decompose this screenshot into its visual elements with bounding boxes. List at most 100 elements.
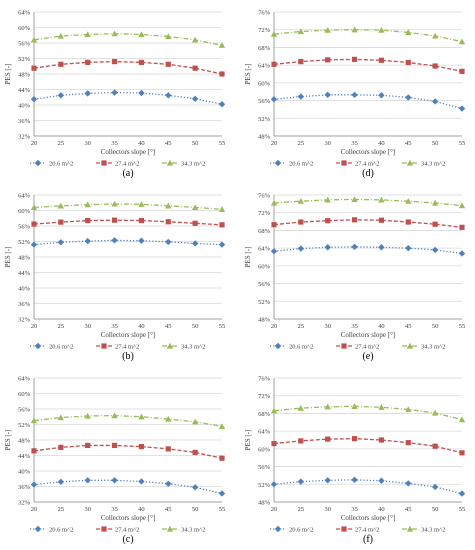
x-tick-label: 20 [31,140,38,147]
data-point [297,28,305,35]
data-point [138,217,145,224]
data-point [138,237,145,244]
data-point [58,61,64,67]
y-tick-label: 48% [258,134,271,141]
data-point [30,241,38,248]
x-tick-label: 30 [324,140,331,147]
data-point [218,101,226,108]
panel-label: (a) [122,168,133,179]
data-point [111,30,118,37]
series-line [33,219,223,226]
series-line [33,479,223,495]
x-tick-label: 55 [219,140,226,147]
y-axis-title: PES [-] [4,64,12,85]
x-tick-label: 55 [219,506,226,513]
x-tick-label: 20 [31,506,38,513]
legend-marker [101,343,107,349]
data-point [31,221,37,227]
y-tick-label: 52% [258,116,271,123]
x-tick-label: 40 [378,506,385,513]
data-point [84,201,91,208]
data-point [165,92,172,99]
data-point [85,59,91,65]
panel-label: (b) [122,351,134,362]
legend-item-0: 20.6 m^2 [270,525,313,534]
data-point [324,403,331,410]
y-tick-label: 40% [18,103,31,110]
data-point [30,95,38,103]
data-point [219,222,225,228]
x-axis-title: Collectors slope [°] [101,148,156,156]
x-tick-label: 35 [351,323,358,330]
legend-item-1: 27.4 m^2 [336,160,379,168]
data-point [459,224,465,230]
series-2 [30,200,226,212]
data-point [351,476,358,484]
data-point [405,219,411,225]
data-point [57,239,65,246]
x-tick-label: 25 [298,323,305,330]
x-tick-label: 35 [111,506,118,513]
y-tick-label: 56% [258,281,271,288]
data-point [324,477,331,484]
data-point [325,436,331,442]
data-point [431,32,439,39]
data-point [111,217,118,223]
y-tick-label: 40% [18,469,31,476]
legend-item-0: 20.6 m^2 [270,159,313,168]
series-line [33,33,223,46]
y-tick-label: 76% [258,376,271,383]
legend-item-2: 34.3 m^2 [402,342,445,351]
data-point [165,202,172,209]
legend-marker [406,159,414,166]
data-point [351,436,358,442]
x-axis-title: Collectors slope [°] [341,514,396,522]
data-point [324,196,331,203]
data-point [458,202,466,209]
data-point [191,204,199,210]
series-0 [30,89,226,108]
x-tick-label: 40 [378,140,385,147]
series-line [33,239,223,246]
panel-label: (c) [122,534,133,545]
data-point [111,442,118,449]
legend-marker [34,159,42,167]
data-point [192,65,198,71]
legend-marker [274,159,282,167]
data-point [57,478,65,486]
data-point [270,248,278,255]
y-tick-label: 60% [18,208,31,215]
legend-label: 20.6 m^2 [289,161,313,168]
series-0 [270,476,466,497]
data-point [218,206,226,212]
legend-item-1: 27.4 m^2 [336,343,379,351]
x-tick-label: 50 [192,506,199,513]
data-point [219,71,225,77]
series-line [273,405,463,421]
y-tick-label: 32% [18,317,31,324]
x-tick-label: 20 [271,140,278,147]
data-point [84,412,91,419]
x-tick-label: 50 [192,323,199,330]
legend-item-2: 34.3 m^2 [162,342,205,351]
y-tick-label: 60% [258,446,271,453]
series-1 [271,56,465,74]
data-point [270,96,278,103]
x-tick-label: 40 [138,323,145,330]
legend-marker [341,343,347,349]
data-point [351,217,358,223]
y-tick-label: 64% [258,246,271,253]
legend-item-1: 27.4 m^2 [96,343,139,351]
legend-label: 34.3 m^2 [421,527,445,534]
legend-label: 34.3 m^2 [421,344,445,351]
y-tick-label: 48% [18,438,31,445]
y-tick-label: 52% [18,422,31,429]
series-line [273,94,463,110]
legend-label: 34.3 m^2 [421,161,445,168]
series-2 [270,196,466,209]
data-point [57,32,65,39]
data-point [165,446,171,452]
data-point [111,200,118,207]
data-point [378,404,385,410]
y-tick-label: 56% [18,407,31,414]
